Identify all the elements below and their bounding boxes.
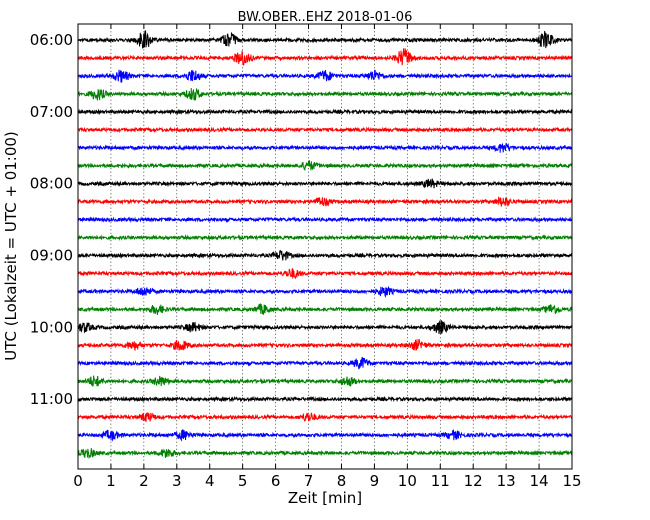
x-tick-label: 4 [205, 472, 215, 490]
trace-1000 [77, 320, 573, 335]
trace-0845 [77, 233, 573, 242]
trace-1130 [77, 429, 573, 442]
trace-0715 [77, 126, 573, 134]
trace-0945 [77, 302, 573, 316]
trace-0815 [77, 196, 573, 207]
plot-area [78, 24, 572, 469]
trace-1045 [77, 375, 573, 387]
x-axis-label: Zeit [min] [288, 489, 362, 507]
seismic-traces [77, 30, 573, 460]
trace-0900 [77, 249, 573, 261]
trace-1115 [77, 412, 573, 423]
y-tick-label: 06:00 [30, 31, 73, 49]
chart-title: BW.OBER..EHZ 2018-01-06 [238, 10, 413, 25]
trace-0615 [77, 48, 573, 66]
trace-1145 [77, 448, 573, 460]
plot-frame [77, 23, 573, 470]
x-tick-label: 8 [337, 472, 347, 490]
trace-0730 [77, 142, 573, 153]
x-tick-label: 15 [562, 472, 581, 490]
y-axis-label: UTC (Lokalzeit = UTC + 01:00) [2, 131, 20, 361]
x-tick-label: 12 [464, 472, 483, 490]
y-tick-label: 10:00 [30, 318, 73, 336]
y-tick-label: 11:00 [30, 390, 73, 408]
x-tick-label: 5 [238, 472, 248, 490]
trace-0630 [77, 69, 573, 83]
x-tick-label: 1 [106, 472, 116, 490]
trace-1015 [77, 338, 573, 351]
x-tick-label: 0 [73, 472, 83, 490]
y-tick-label: 07:00 [30, 103, 73, 121]
x-tick-label: 14 [530, 472, 549, 490]
x-tick-label: 2 [139, 472, 149, 490]
trace-0645 [77, 87, 573, 101]
trace-0600 [77, 30, 573, 49]
x-tick-label: 7 [304, 472, 314, 490]
x-tick-label: 9 [370, 472, 380, 490]
trace-1100 [77, 395, 573, 403]
trace-0800 [77, 178, 573, 189]
trace-1030 [77, 356, 573, 370]
y-tick-label: 08:00 [30, 175, 73, 193]
x-tick-label: 13 [497, 472, 516, 490]
trace-0745 [77, 160, 573, 171]
axis-ticks: 0 1 2 3 4 5 6 7 8 9 10 11 12 13 14 1506:0007:0008:0009:… [30, 24, 582, 490]
x-tick-label: 11 [431, 472, 450, 490]
x-tick-label: 3 [172, 472, 182, 490]
grid-lines [110, 24, 540, 469]
y-tick-label: 09:00 [30, 246, 73, 264]
trace-0830 [77, 216, 573, 224]
trace-0930 [77, 285, 573, 298]
trace-0915 [77, 268, 573, 280]
x-tick-label: 6 [271, 472, 281, 490]
trace-0700 [77, 108, 573, 116]
x-tick-label: 10 [398, 472, 417, 490]
